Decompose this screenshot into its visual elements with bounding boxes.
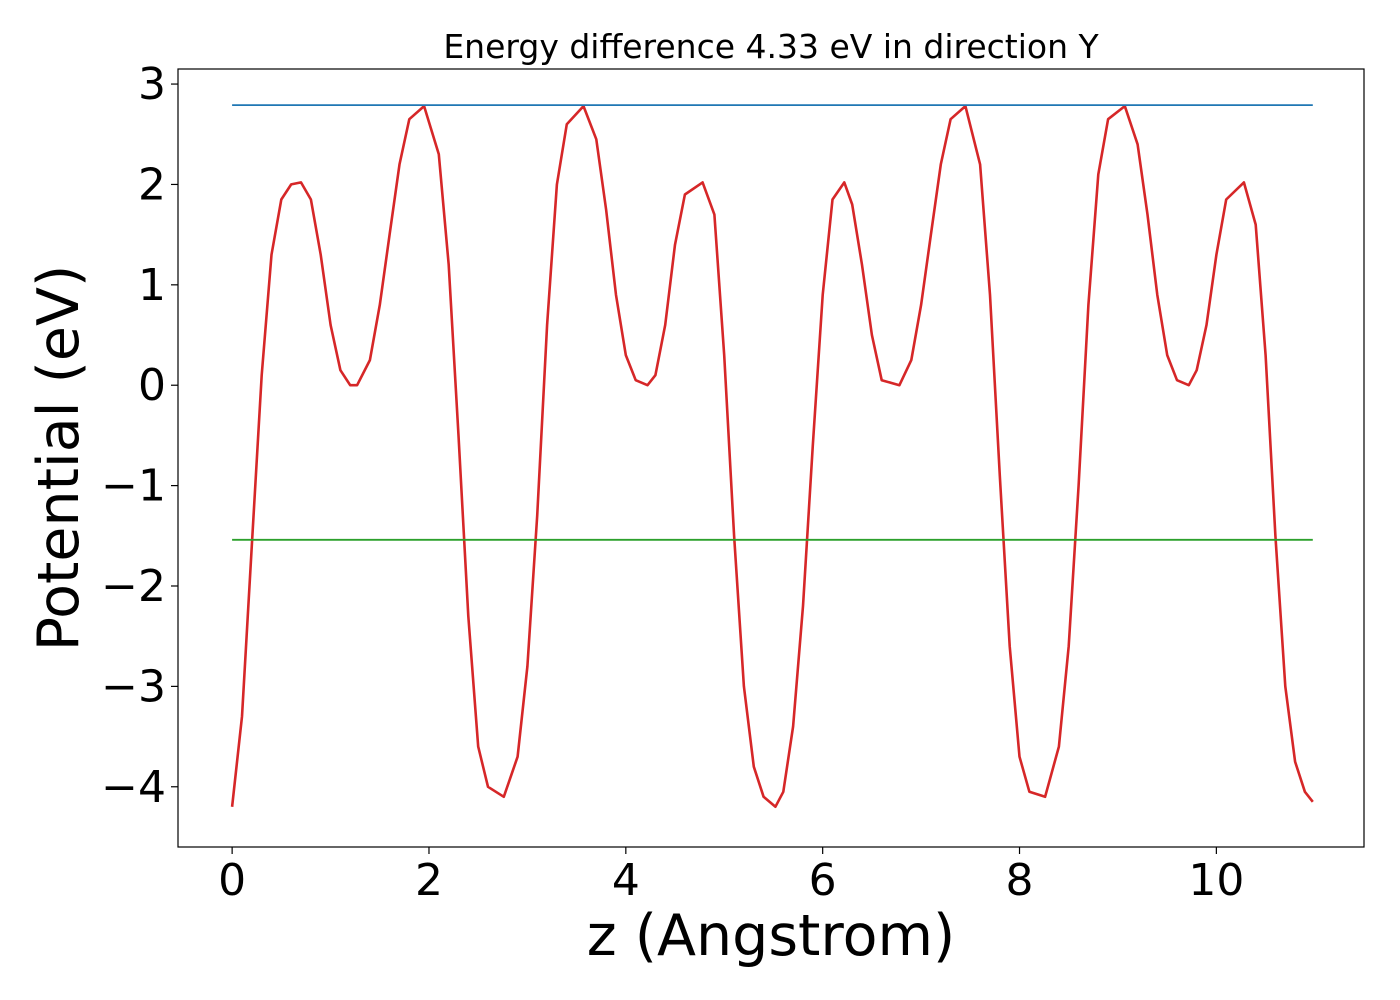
y-tick-label: −4 (101, 762, 166, 813)
x-tick-label: 10 (1188, 855, 1244, 906)
y-tick-label: −2 (101, 561, 166, 612)
y-axis-ticks: 3 2 1 0 −1 −2 −3 −4 (101, 59, 178, 813)
x-tick-label: 6 (809, 855, 837, 906)
x-tick-label: 0 (218, 855, 246, 906)
y-tick-label: 0 (138, 360, 166, 411)
series-line-0 (230, 104, 1314, 809)
y-tick-label: 3 (138, 59, 166, 110)
x-tick-label: 8 (1006, 855, 1034, 906)
chart-title: Energy difference 4.33 eV in direction Y (443, 27, 1099, 66)
y-axis-label: Potential (eV) (26, 265, 92, 651)
plot-area (230, 104, 1314, 809)
axes-frame (177, 68, 1365, 848)
y-tick-label: −3 (101, 661, 166, 712)
x-tick-label: 2 (415, 855, 443, 906)
x-axis-ticks: 0 2 4 6 8 10 (218, 847, 1244, 906)
x-axis-label: z (Angstrom) (587, 903, 955, 969)
x-tick-label: 4 (612, 855, 640, 906)
y-tick-label: 1 (138, 260, 166, 311)
y-tick-label: −1 (101, 461, 166, 512)
y-tick-label: 2 (138, 159, 166, 210)
